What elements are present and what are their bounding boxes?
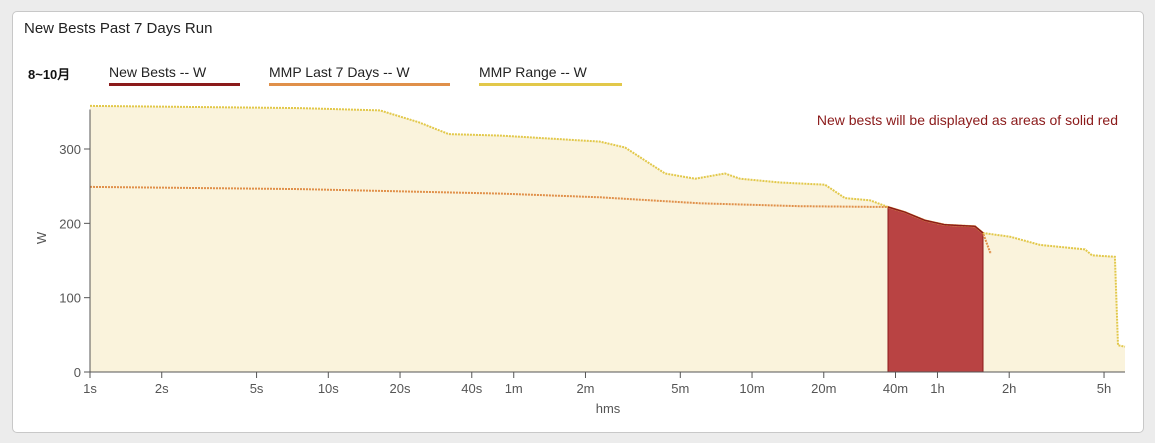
legend-new-bests[interactable]: New Bests -- W <box>109 64 240 86</box>
date-range-label: 8~10月 <box>28 67 71 82</box>
x-tick-label: 40s <box>461 381 482 396</box>
y-tick-label: 0 <box>74 365 81 380</box>
y-axis-label: W <box>34 231 49 244</box>
x-tick-label: 10m <box>739 381 764 396</box>
x-tick-label: 10s <box>318 381 339 396</box>
x-tick-label: 2s <box>155 381 169 396</box>
x-tick-label: 5m <box>671 381 689 396</box>
y-tick-label: 100 <box>59 291 81 306</box>
x-tick-label: 1s <box>83 381 97 396</box>
mmp-range-area <box>90 105 1125 373</box>
legend-mmp-last-7-days[interactable]: MMP Last 7 Days -- W <box>269 64 450 86</box>
x-axis-label: hms <box>596 401 621 416</box>
x-tick-label: 5s <box>250 381 264 396</box>
x-tick-label: 2h <box>1002 381 1016 396</box>
x-tick-label: 40m <box>883 381 908 396</box>
x-tick-label: 2m <box>576 381 594 396</box>
x-tick-label: 20m <box>811 381 836 396</box>
y-tick-label: 300 <box>59 142 81 157</box>
annotation-text: New bests will be displayed as areas of … <box>817 112 1118 128</box>
mmp-range-line <box>89 104 1126 348</box>
x-tick-label: 1m <box>505 381 523 396</box>
new-bests-line <box>887 206 984 234</box>
chart-title: New Bests Past 7 Days Run <box>24 20 213 37</box>
x-tick-label: 5h <box>1097 381 1111 396</box>
new-bests-area <box>887 206 984 373</box>
x-tick-label: 20s <box>390 381 411 396</box>
y-tick-label: 200 <box>59 216 81 231</box>
legend-mmp-range[interactable]: MMP Range -- W <box>479 64 622 86</box>
x-tick-label: 1h <box>930 381 944 396</box>
